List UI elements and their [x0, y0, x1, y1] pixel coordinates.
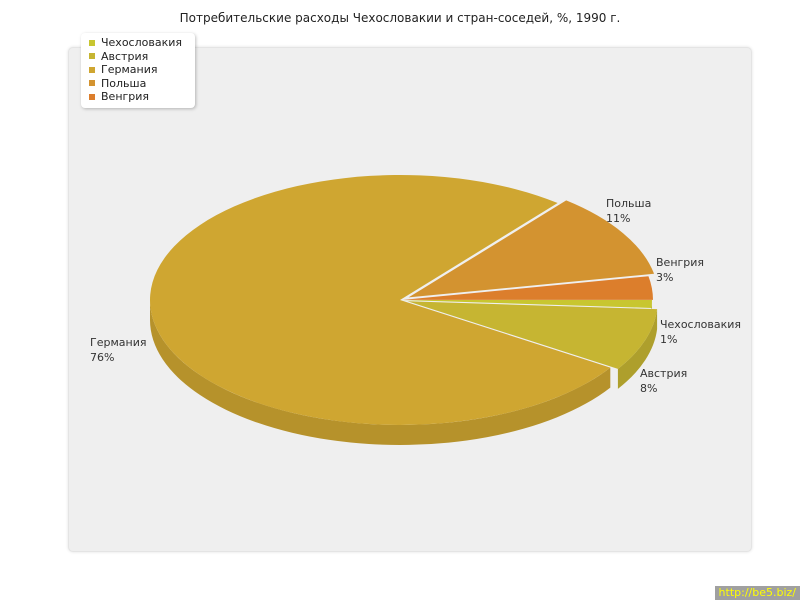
- pie-slice: [408, 200, 655, 298]
- slice-value-label: 11%: [606, 212, 630, 225]
- legend-swatch: [89, 80, 95, 87]
- legend-swatch: [89, 53, 95, 60]
- legend-item: Австрия: [81, 50, 195, 64]
- pie-slice: [402, 276, 653, 300]
- pie-slice: [150, 174, 611, 425]
- slice-value-label: 8%: [640, 382, 657, 395]
- pie-slice: [407, 301, 658, 369]
- pie-slice: [401, 300, 652, 308]
- legend-swatch: [89, 93, 95, 100]
- legend-label: Венгрия: [101, 90, 150, 104]
- legend-item: Венгрия: [81, 90, 195, 104]
- slice-name-label: Германия: [90, 336, 146, 349]
- legend: Чехословакия Австрия Германия Польша Вен…: [81, 33, 195, 108]
- slice-name-label: Венгрия: [656, 256, 704, 269]
- slice-value-label: 76%: [90, 351, 114, 364]
- pie-slice-side: [617, 309, 658, 389]
- chart-title: Потребительские расходы Чехословакии и с…: [179, 11, 621, 25]
- legend-label: Австрия: [101, 49, 149, 63]
- pie-slice-side: [150, 300, 611, 445]
- legend-label: Польша: [101, 76, 147, 90]
- legend-swatch: [89, 66, 95, 73]
- legend-label: Германия: [101, 63, 158, 77]
- legend-item: Чехословакия: [81, 36, 195, 50]
- slice-name-label: Польша: [606, 197, 651, 210]
- slice-value-label: 3%: [656, 271, 673, 284]
- legend-item: Германия: [81, 63, 195, 77]
- legend-item: Польша: [81, 77, 195, 91]
- pie-tops: [150, 174, 658, 425]
- slice-value-label: 1%: [660, 333, 677, 346]
- legend-label: Чехословакия: [101, 36, 182, 50]
- watermark: http://be5.biz/: [714, 586, 800, 600]
- legend-swatch: [89, 39, 95, 46]
- slice-name-label: Чехословакия: [660, 318, 741, 331]
- slice-name-label: Австрия: [640, 367, 687, 380]
